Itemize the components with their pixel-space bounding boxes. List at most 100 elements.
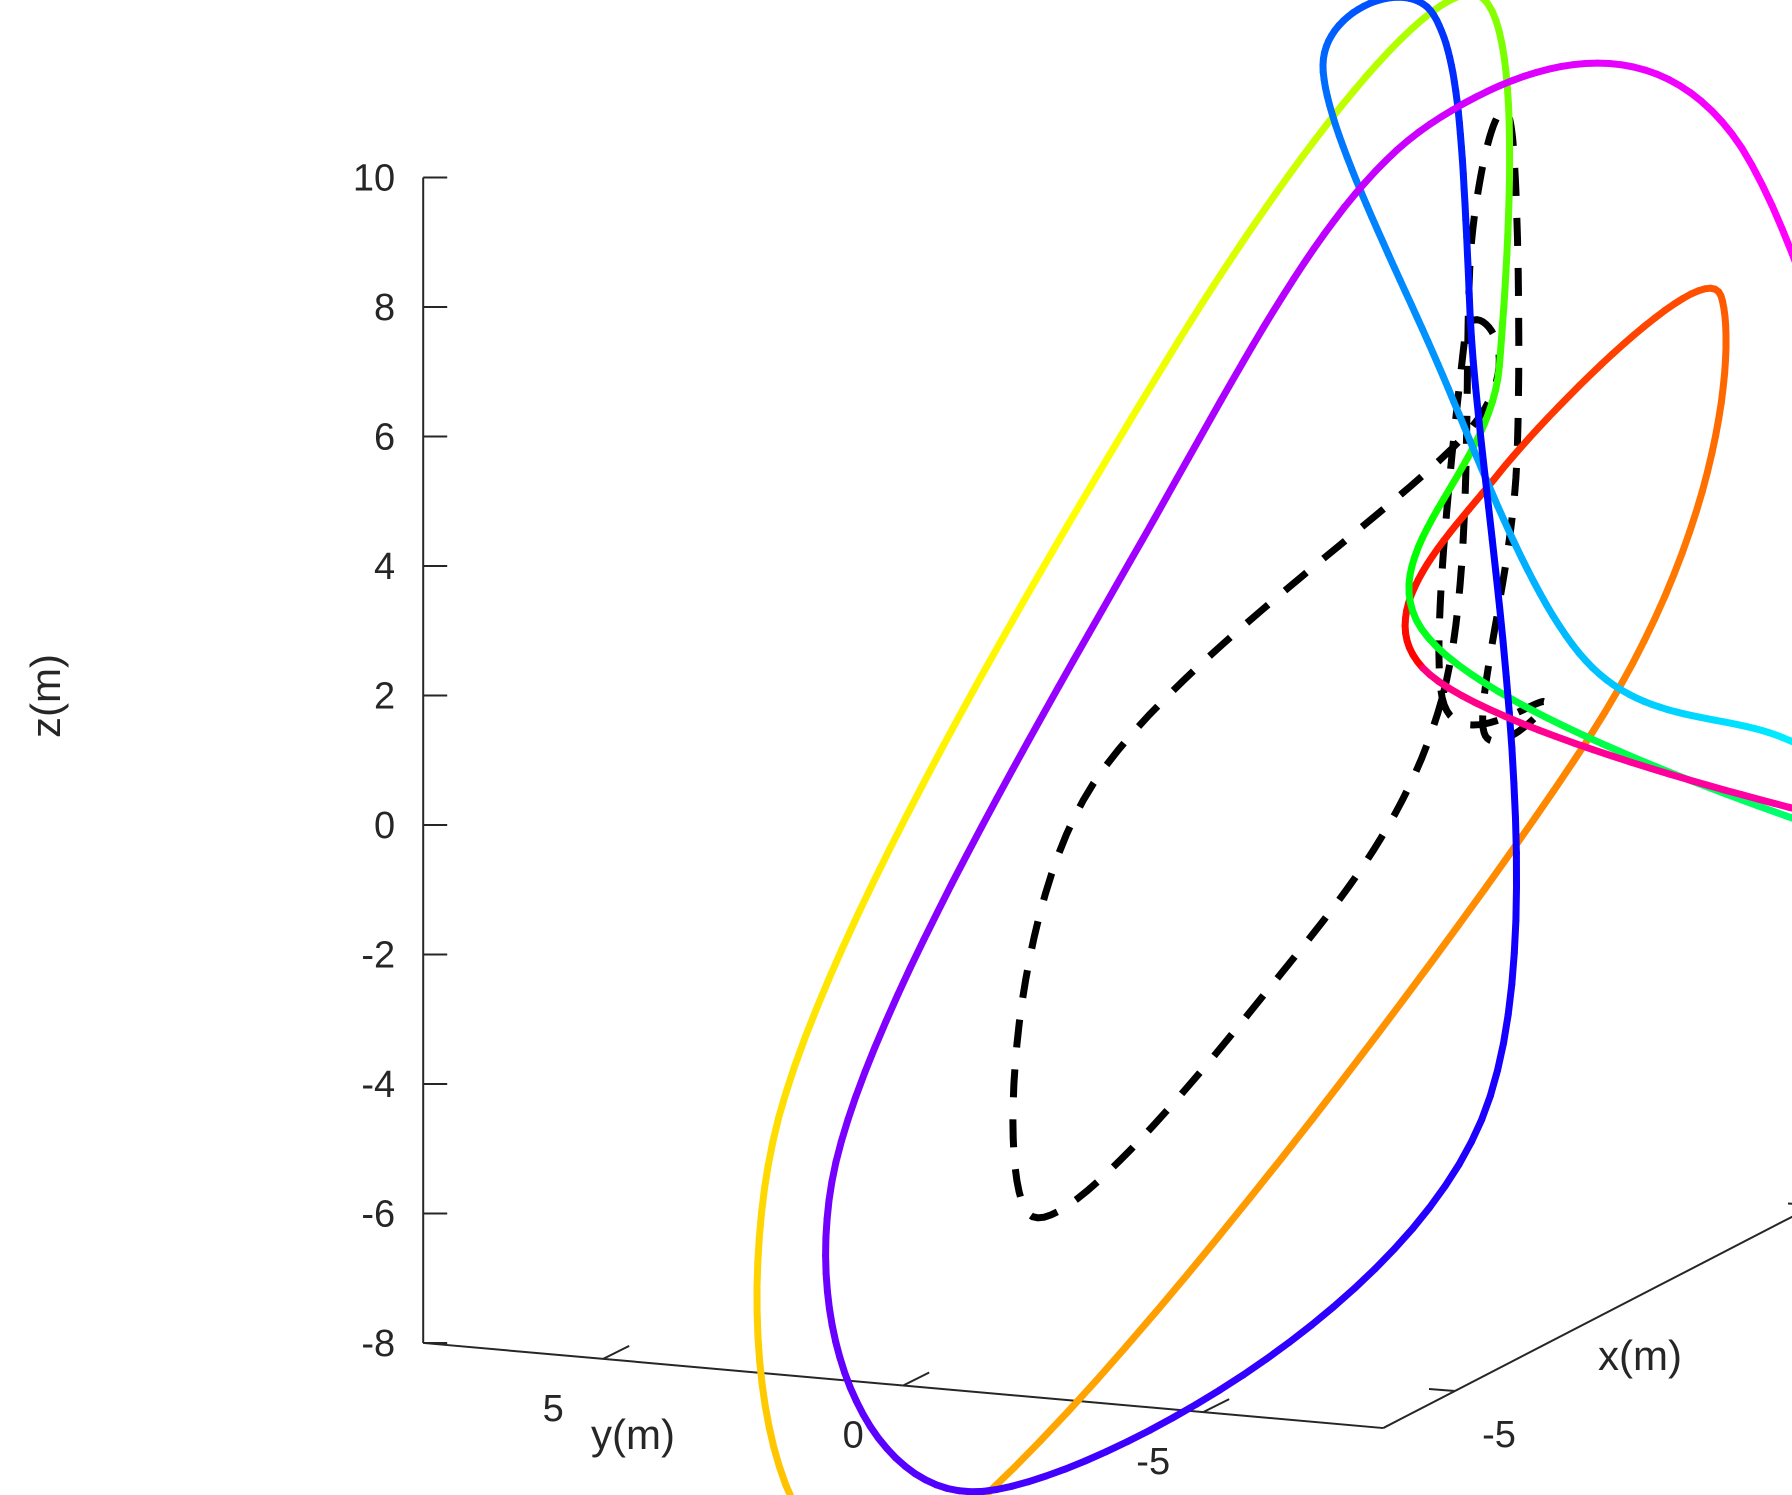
trajectory-segment bbox=[906, 936, 928, 971]
y-tick-mark bbox=[1202, 1398, 1230, 1413]
trajectory-segment bbox=[1529, 786, 1558, 825]
trajectory-segment bbox=[1455, 1138, 1475, 1168]
trajectory-segment bbox=[1492, 569, 1504, 611]
z-tick-label: -4 bbox=[361, 1064, 395, 1106]
trajectory-segment bbox=[1243, 210, 1265, 238]
trajectory-segment bbox=[754, 1234, 763, 1266]
trajectory-segment bbox=[1188, 293, 1210, 323]
trajectory-segment bbox=[1778, 225, 1792, 258]
trajectory-segment bbox=[761, 1401, 773, 1431]
trajectory-segment bbox=[1202, 272, 1224, 301]
trajectory-segment bbox=[839, 912, 861, 951]
z-tick-label: 0 bbox=[374, 805, 395, 847]
trajectory-segment bbox=[1768, 202, 1786, 233]
trajectory-segment bbox=[1441, 1160, 1463, 1190]
trajectory-segment bbox=[1039, 683, 1063, 718]
trajectory-segment bbox=[1467, 1116, 1486, 1146]
trajectory-segment bbox=[1371, 1245, 1398, 1273]
z-tick-label: 10 bbox=[353, 157, 395, 199]
trajectory-segment bbox=[934, 880, 956, 916]
x-axis-label: x(m) bbox=[1598, 1332, 1682, 1379]
trajectory-segment bbox=[1113, 557, 1134, 588]
trajectory-segment bbox=[1369, 996, 1407, 1044]
trajectory-segment bbox=[1426, 1182, 1449, 1211]
trajectory-segment bbox=[1048, 518, 1074, 557]
trajectory-segment bbox=[1472, 383, 1482, 419]
trajectory-segment bbox=[782, 1062, 799, 1097]
y-tick-label: 5 bbox=[543, 1388, 564, 1430]
trajectory-segment bbox=[1173, 454, 1192, 482]
trajectory-segment bbox=[1508, 949, 1518, 988]
trajectory-segment bbox=[1601, 685, 1623, 716]
trajectory-segment bbox=[801, 1005, 820, 1042]
y-axis-label: y(m) bbox=[591, 1411, 675, 1458]
trajectory-segment bbox=[753, 1307, 762, 1340]
trajectory-segment bbox=[937, 712, 963, 753]
trajectory-segment bbox=[1686, 508, 1700, 536]
trajectory-segment bbox=[1214, 1194, 1254, 1241]
trajectory-segment bbox=[1192, 1386, 1223, 1408]
trajectory-segment bbox=[1102, 1437, 1132, 1456]
trajectory-segment bbox=[1285, 153, 1306, 180]
trajectory-segment bbox=[1670, 549, 1686, 578]
trajectory-segment bbox=[1100, 432, 1125, 468]
x-tick-mark bbox=[1787, 1202, 1792, 1205]
trajectory-segment bbox=[853, 879, 877, 919]
trajectory-segment bbox=[1351, 1265, 1379, 1292]
trajectory-segment bbox=[1748, 161, 1766, 188]
trajectory-segment bbox=[1678, 528, 1694, 557]
trajectory-segment bbox=[1311, 119, 1332, 144]
trajectory-path-colored bbox=[753, 0, 1792, 1495]
trajectory-segment bbox=[1409, 1204, 1434, 1232]
trajectory-segment bbox=[764, 1138, 777, 1169]
z-tick-label: -6 bbox=[361, 1193, 395, 1235]
trajectory-segment bbox=[1277, 1115, 1316, 1163]
trajectory-segment bbox=[978, 794, 1001, 830]
trajectory-segment bbox=[753, 1258, 762, 1291]
trajectory-segment bbox=[1628, 638, 1648, 669]
trajectory-segment bbox=[894, 964, 914, 999]
trajectory-segment bbox=[993, 766, 1016, 802]
trajectory-segment bbox=[1066, 488, 1091, 526]
trajectory-segment bbox=[885, 813, 910, 854]
trajectory-segment bbox=[1139, 514, 1159, 543]
trajectory-segment bbox=[1615, 661, 1636, 693]
trajectory-segment bbox=[920, 746, 945, 787]
trajectory-segment bbox=[755, 1209, 765, 1241]
trajectory-segment bbox=[1083, 460, 1108, 496]
trajectory-segment bbox=[852, 1068, 869, 1100]
trajectory-segment bbox=[832, 1138, 845, 1166]
trajectory-segment bbox=[1651, 593, 1669, 623]
y-tick-mark bbox=[602, 1345, 630, 1360]
trajectory-segment bbox=[1124, 1426, 1154, 1445]
trajectory-segment bbox=[1175, 315, 1196, 345]
trajectory-segment bbox=[963, 823, 986, 859]
trajectory-segment bbox=[1206, 396, 1225, 423]
trajectory-segment bbox=[1781, 812, 1792, 822]
trajectory-segment bbox=[837, 1116, 852, 1145]
trajectory-segment bbox=[1029, 549, 1056, 588]
trajectory-segment bbox=[1010, 1437, 1044, 1472]
trajectory-segment bbox=[813, 975, 833, 1013]
trajectory-segment bbox=[1169, 1400, 1200, 1422]
trajectory-segment bbox=[1239, 1355, 1270, 1379]
z-tick-label: 2 bbox=[374, 675, 395, 717]
y-tick-label: -5 bbox=[1136, 1441, 1170, 1483]
trajectory-segment bbox=[1117, 406, 1140, 440]
trajectory-segment bbox=[1246, 1155, 1285, 1202]
trajectory-segment bbox=[1132, 382, 1155, 414]
trajectory-segment bbox=[1494, 1039, 1507, 1074]
trajectory-segment bbox=[1122, 1308, 1160, 1351]
z-tick-label: -2 bbox=[361, 934, 395, 976]
trajectory-segment bbox=[1217, 378, 1236, 404]
trajectory-segment bbox=[1508, 744, 1518, 787]
trajectory-segment bbox=[1499, 638, 1510, 681]
trajectory-segment bbox=[1196, 415, 1214, 442]
trajectory-segment bbox=[1419, 664, 1434, 679]
trajectory-segment bbox=[1036, 1408, 1072, 1445]
trajectory-segment bbox=[1126, 535, 1147, 565]
trajectory-segment bbox=[920, 908, 942, 944]
trajectory-segment bbox=[974, 645, 1000, 686]
